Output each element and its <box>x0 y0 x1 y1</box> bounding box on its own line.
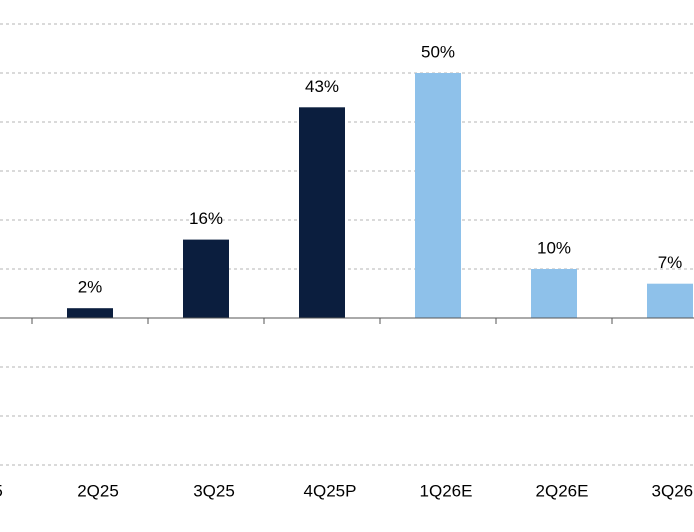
bar <box>531 269 577 318</box>
value-label: 43% <box>305 77 339 96</box>
bar <box>183 239 229 318</box>
bar <box>67 308 113 318</box>
bar <box>647 283 693 318</box>
x-tick-label: 2Q26E <box>536 481 589 500</box>
bar <box>299 107 345 318</box>
x-tick-label: 2Q25 <box>77 481 119 500</box>
bar <box>415 73 461 318</box>
x-tick-label: 1Q26E <box>420 481 473 500</box>
value-label: 10% <box>537 238 571 257</box>
x-tick-label: 3Q26E <box>652 481 694 500</box>
value-label: 16% <box>189 209 223 228</box>
x-tick-label: 1Q25 <box>0 481 3 500</box>
value-label: 2% <box>78 278 103 297</box>
x-tick-label: 3Q25 <box>193 481 235 500</box>
value-label: 7% <box>658 253 683 272</box>
x-tick-label: 4Q25P <box>304 481 357 500</box>
value-label: 50% <box>421 42 455 61</box>
